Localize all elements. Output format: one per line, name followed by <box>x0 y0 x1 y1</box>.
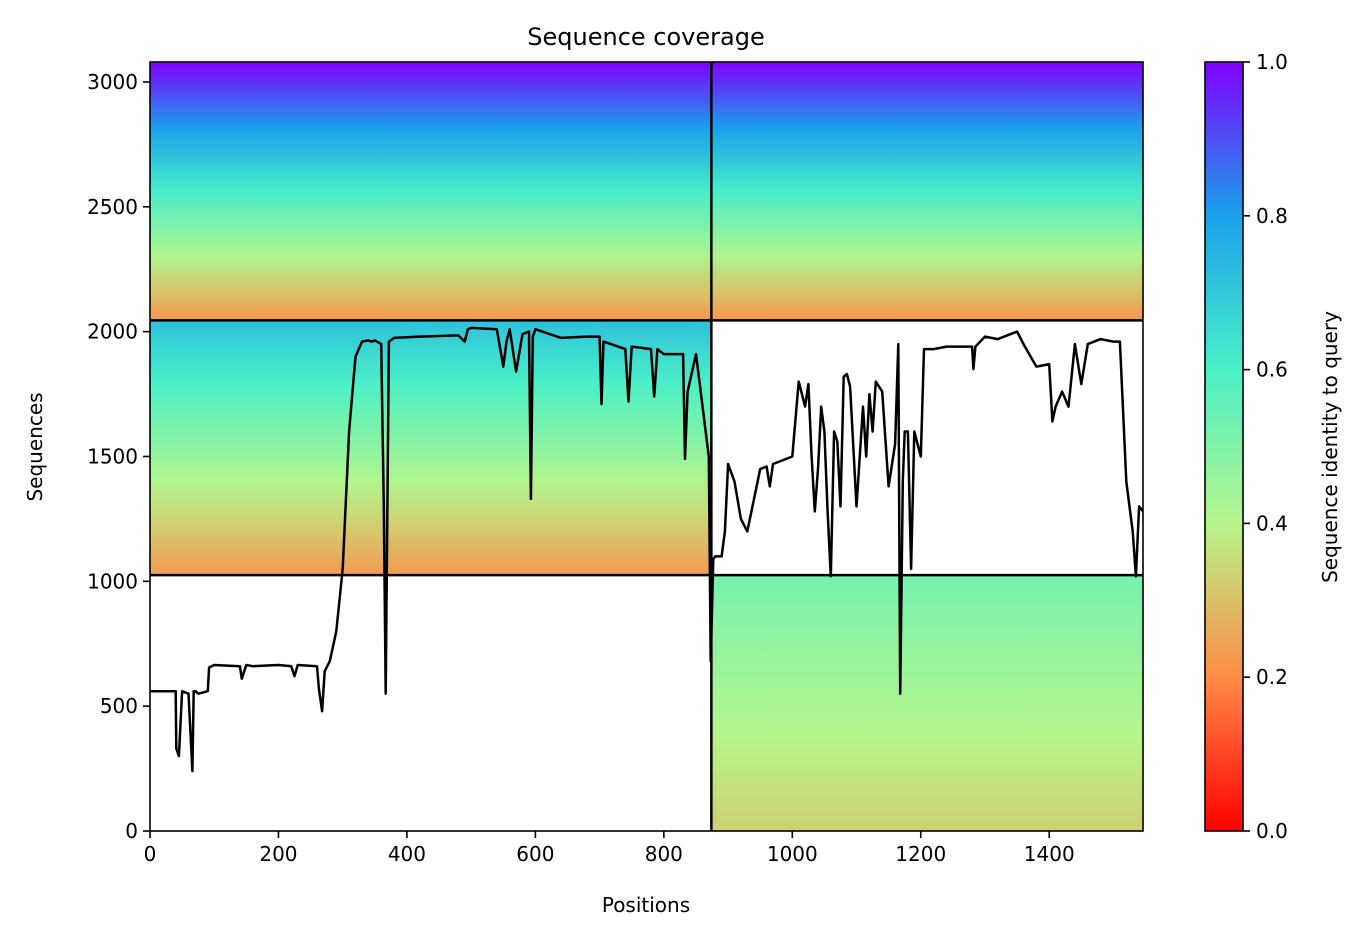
y-tick-label: 1000 <box>87 569 138 593</box>
x-tick-label: 0 <box>144 842 157 866</box>
x-tick-label: 1000 <box>767 842 818 866</box>
colorbar-tick-label: 0.0 <box>1256 819 1288 843</box>
colorbar <box>1204 61 1244 832</box>
colorbar-tick-label: 1.0 <box>1256 50 1288 74</box>
x-tick-label: 200 <box>259 842 297 866</box>
x-tick-label: 1200 <box>895 842 946 866</box>
colorbar-tick-label: 0.2 <box>1256 665 1288 689</box>
x-tick-label: 400 <box>388 842 426 866</box>
block-top-left <box>150 62 712 321</box>
x-tick-label: 600 <box>516 842 554 866</box>
y-tick-label: 3000 <box>87 70 138 94</box>
y-tick-label: 2000 <box>87 320 138 344</box>
x-tick-label: 1400 <box>1024 842 1075 866</box>
colorbar-ticks: 0.0 0.2 0.4 0.6 0.8 1.0 <box>1243 50 1288 843</box>
chart-title: Sequence coverage <box>527 23 764 51</box>
x-axis-label: Positions <box>602 893 690 917</box>
y-axis-label: Sequences <box>23 392 47 501</box>
block-top-right <box>711 62 1143 321</box>
colorbar-tick-label: 0.4 <box>1256 511 1288 535</box>
coverage-line <box>150 326 1143 773</box>
colorbar-label: Sequence identity to query <box>1318 311 1342 583</box>
y-tick-label: 2500 <box>87 195 138 219</box>
x-tick-label: 800 <box>645 842 683 866</box>
y-tick-label: 0 <box>125 819 138 843</box>
y-axis-ticks: 0 500 1000 1500 2000 2500 3000 <box>87 70 150 843</box>
y-tick-label: 500 <box>100 694 138 718</box>
colorbar-tick-label: 0.6 <box>1256 358 1288 382</box>
colorbar-tick-label: 0.8 <box>1256 204 1288 228</box>
x-axis-ticks: 0 200 400 600 800 1000 1200 1400 <box>144 831 1075 866</box>
block-boundaries <box>150 62 1143 831</box>
heatmap-blocks <box>150 62 1143 831</box>
plot-frame <box>149 61 1144 832</box>
y-tick-label: 1500 <box>87 444 138 468</box>
block-middle-left <box>150 320 712 576</box>
block-bottom-right <box>711 575 1143 831</box>
